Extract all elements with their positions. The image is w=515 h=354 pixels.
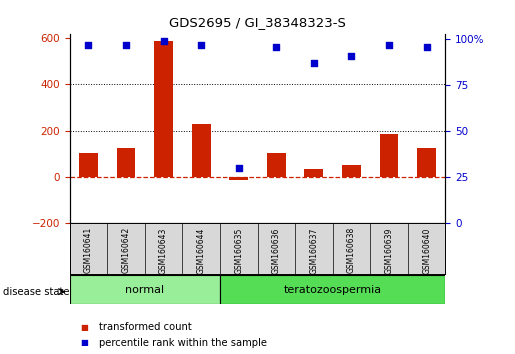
Text: percentile rank within the sample: percentile rank within the sample — [99, 338, 267, 348]
Text: GSM160640: GSM160640 — [422, 227, 431, 274]
Bar — [220, 275, 445, 304]
Point — [160, 38, 168, 44]
Bar — [342, 165, 361, 177]
Text: GSM160642: GSM160642 — [122, 227, 130, 273]
Text: GSM160635: GSM160635 — [234, 227, 243, 274]
Point — [197, 42, 205, 47]
Point — [84, 42, 93, 47]
Text: GSM160636: GSM160636 — [272, 227, 281, 274]
Text: GDS2695 / GI_38348323-S: GDS2695 / GI_38348323-S — [169, 16, 346, 29]
Point — [272, 44, 280, 49]
Point — [310, 60, 318, 66]
Text: GSM160641: GSM160641 — [84, 227, 93, 273]
Text: ■: ■ — [80, 338, 88, 347]
Text: GSM160637: GSM160637 — [310, 227, 318, 274]
Text: GSM160639: GSM160639 — [385, 227, 393, 274]
Text: GSM160644: GSM160644 — [197, 227, 205, 274]
Bar — [70, 275, 220, 304]
Text: GSM160643: GSM160643 — [159, 227, 168, 274]
Bar — [79, 153, 98, 177]
Point — [235, 165, 243, 171]
Bar — [192, 124, 211, 177]
Text: transformed count: transformed count — [99, 322, 192, 332]
Text: ■: ■ — [80, 323, 88, 332]
Point — [385, 42, 393, 47]
Text: normal: normal — [125, 285, 164, 295]
Bar — [267, 153, 286, 177]
Text: disease state: disease state — [3, 287, 69, 297]
Text: teratozoospermia: teratozoospermia — [284, 285, 382, 295]
Bar — [380, 134, 399, 177]
Bar — [154, 41, 173, 177]
Point — [122, 42, 130, 47]
Bar — [229, 177, 248, 180]
Bar — [116, 148, 135, 177]
Bar — [417, 148, 436, 177]
Point — [347, 53, 355, 58]
Bar — [304, 169, 323, 177]
Text: GSM160638: GSM160638 — [347, 227, 356, 273]
Point — [423, 44, 431, 49]
